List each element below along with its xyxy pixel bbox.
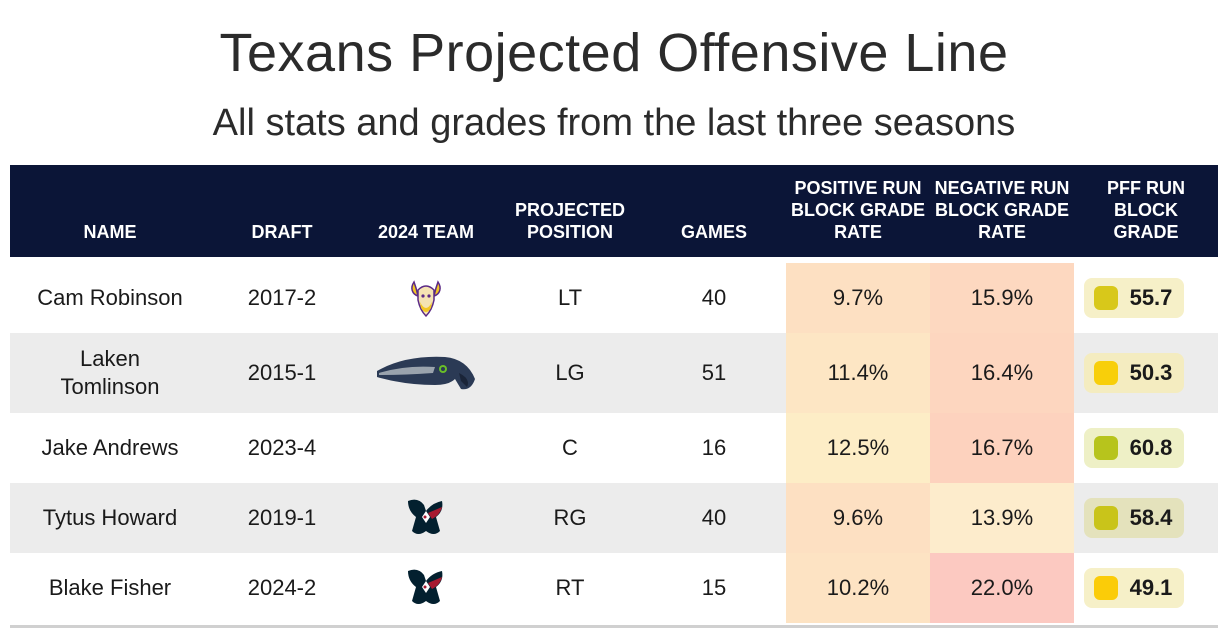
grade-indicator-icon: [1094, 436, 1118, 460]
games-count: 40: [701, 285, 727, 310]
projected-position: LG: [555, 360, 585, 385]
texans-logo-icon: [360, 553, 492, 623]
negative-rate-cell: 16.7%: [930, 413, 1074, 483]
grade-indicator-icon: [1094, 576, 1118, 600]
positive-rate-cell: 12.5%: [786, 413, 930, 483]
grade-badge: 49.1: [1084, 568, 1184, 608]
grade-badge: 50.3: [1084, 353, 1184, 393]
positive-rate-cell: 11.4%: [786, 333, 930, 413]
col-header-positive-rate: POSITIVE RUN BLOCK GRADE RATE: [791, 178, 925, 242]
stats-table: NAME DRAFT 2024 TEAM PROJECTED POSITION …: [10, 165, 1218, 623]
seahawks-logo-icon: [360, 333, 492, 413]
table-header: NAME DRAFT 2024 TEAM PROJECTED POSITION …: [10, 165, 1218, 257]
table-row: Tytus Howard 2019-1 RG 40 9.6% 13.9% 58.4: [10, 483, 1218, 553]
col-header-games: GAMES: [680, 222, 747, 242]
col-header-negative-rate: NEGATIVE RUN BLOCK GRADE RATE: [934, 178, 1070, 242]
page-title: Texans Projected Offensive Line: [219, 23, 1009, 83]
grade-value: 58.4: [1129, 505, 1173, 530]
positive-rate-cell: 9.6%: [786, 483, 930, 553]
col-header-team: 2024 TEAM: [377, 222, 475, 242]
games-count: 16: [701, 435, 727, 460]
positive-rate-cell: 10.2%: [786, 553, 930, 623]
table-bottom-rule: [10, 625, 1218, 628]
projected-position: C: [562, 435, 578, 460]
col-header-position: PROJECTED POSITION: [514, 200, 626, 242]
games-count: 51: [701, 360, 727, 385]
table-row: Laken Tomlinson 2015-1 LG 51 11.4% 16.4% 50.3: [10, 333, 1218, 413]
games-count: 15: [701, 575, 727, 600]
col-header-grade: PFF RUN BLOCK GRADE: [1107, 178, 1185, 242]
page-subtitle: All stats and grades from the last three…: [212, 102, 1016, 144]
negative-rate-cell: 22.0%: [930, 553, 1074, 623]
negative-rate-cell: 16.4%: [930, 333, 1074, 413]
player-name: Blake Fisher: [48, 575, 172, 600]
draft-pick: 2015-1: [247, 360, 317, 385]
negative-rate-cell: 13.9%: [930, 483, 1074, 553]
grade-indicator-icon: [1094, 506, 1118, 530]
grade-value: 50.3: [1129, 360, 1173, 385]
grade-indicator-icon: [1094, 286, 1118, 310]
draft-pick: 2023-4: [247, 435, 317, 460]
col-header-draft: DRAFT: [251, 222, 313, 242]
player-name: Laken Tomlinson: [60, 346, 160, 399]
draft-pick: 2024-2: [247, 575, 317, 600]
grade-badge: 58.4: [1084, 498, 1184, 538]
player-name: Cam Robinson: [37, 285, 183, 310]
grade-badge: 55.7: [1084, 278, 1184, 318]
col-header-name: NAME: [83, 222, 137, 242]
positive-rate-cell: 9.7%: [786, 263, 930, 333]
grade-value: 55.7: [1129, 285, 1173, 310]
table-row: Cam Robinson 2017-2 LT 40 9.7% 15.9% 55.7: [10, 263, 1218, 333]
grade-badge: 60.8: [1084, 428, 1184, 468]
draft-pick: 2017-2: [247, 285, 317, 310]
player-name: Jake Andrews: [41, 435, 179, 460]
projected-position: RG: [553, 505, 587, 530]
vikings-logo-icon: [360, 263, 492, 333]
table-row: Jake Andrews 2023-4 C 16 12.5% 16.7% 60.8: [10, 413, 1218, 483]
games-count: 40: [701, 505, 727, 530]
player-name: Tytus Howard: [42, 505, 178, 530]
grade-value: 60.8: [1129, 435, 1173, 460]
negative-rate-cell: 15.9%: [930, 263, 1074, 333]
grade-value: 49.1: [1129, 575, 1173, 600]
projected-position: RT: [555, 575, 585, 600]
grade-indicator-icon: [1094, 361, 1118, 385]
projected-position: LT: [557, 285, 583, 310]
texans-logo-icon: [360, 483, 492, 553]
table-body: Cam Robinson 2017-2 LT 40 9.7% 15.9% 55.7 Laken…: [10, 263, 1218, 623]
draft-pick: 2019-1: [247, 505, 317, 530]
table-row: Blake Fisher 2024-2 RT 15 10.2% 22.0% 49.1: [10, 553, 1218, 623]
